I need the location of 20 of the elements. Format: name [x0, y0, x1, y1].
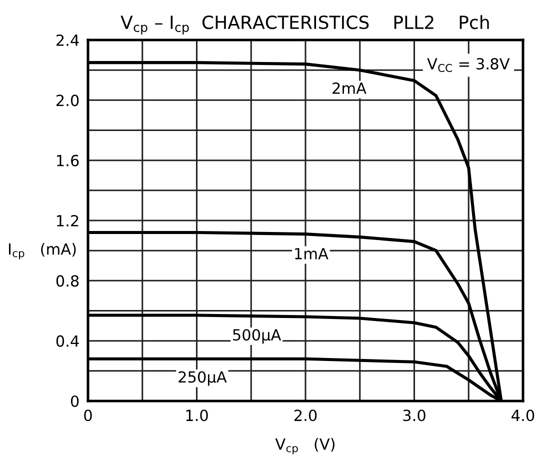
y-tick-label: 0.8 — [56, 275, 79, 287]
annotation: 250μA — [178, 371, 227, 386]
annotation: 500μA — [233, 329, 282, 344]
x-tick-label: 2.0 — [294, 410, 317, 422]
x-tick-label: 4.0 — [512, 410, 534, 422]
annotation: 1mA — [295, 248, 328, 260]
y-tick-label: 1.2 — [57, 214, 78, 226]
annotation: V$_{CC}$ = 3.8V — [427, 58, 510, 72]
x-tick-label: 0 — [84, 410, 92, 422]
y-tick-label: 1.6 — [57, 154, 79, 166]
y-tick-label: 0.4 — [56, 335, 79, 347]
chart-title: V$_{cp}$ – I$_{cp}$ CHARACTERISTICS PLL2 Pch — [120, 15, 489, 34]
x-tick-label: 3.0 — [403, 410, 426, 422]
text: V$_{cp}$ (V) — [275, 438, 334, 454]
y-tick-label: 0 — [70, 395, 79, 408]
annotation: 2mA — [332, 82, 366, 94]
x-tick-label: 1.0 — [186, 410, 208, 422]
text: I$_{cp}$ (mA) — [8, 243, 76, 260]
y-tick-label: 2.4 — [56, 34, 79, 46]
y-tick-label: 2.0 — [56, 94, 79, 106]
